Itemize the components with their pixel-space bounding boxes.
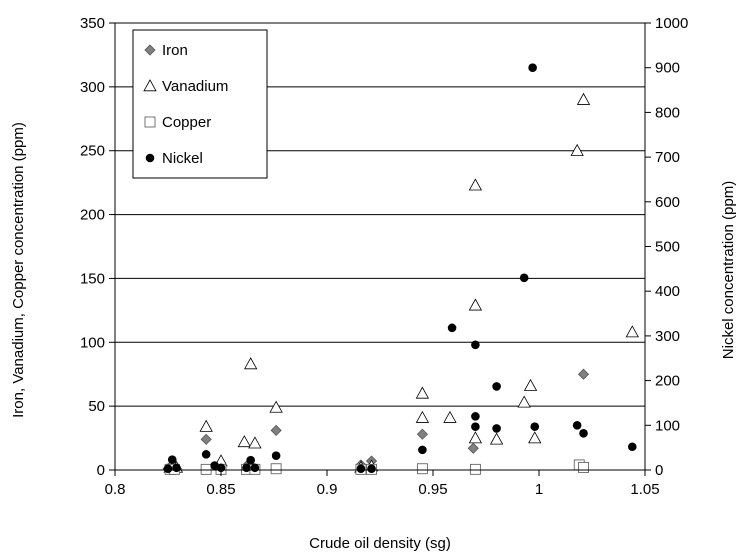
axes bbox=[109, 22, 651, 476]
nickel-point bbox=[172, 463, 181, 473]
nickel-point bbox=[528, 63, 537, 72]
legend-marker-copper bbox=[144, 116, 156, 128]
y-right-tick-label: 400 bbox=[655, 283, 680, 300]
copper-point bbox=[416, 463, 428, 475]
y-left-tick-label: 350 bbox=[80, 15, 105, 32]
x-tick-label: 0.85 bbox=[206, 481, 235, 498]
legend-marker-iron bbox=[144, 44, 156, 56]
x-tick-label: 1.05 bbox=[630, 481, 659, 498]
y-right-tick-label: 800 bbox=[655, 104, 680, 121]
y-left-tick-label: 200 bbox=[80, 207, 105, 224]
x-tick-label: 0.95 bbox=[418, 481, 447, 498]
copper-point bbox=[469, 463, 481, 475]
y-axis-left-label: Iron, Vanadium, Copper concentration (pp… bbox=[10, 122, 27, 418]
y-left-tick-label: 0 bbox=[97, 462, 105, 479]
nickel-point bbox=[492, 424, 501, 433]
nickel-point bbox=[367, 464, 376, 473]
nickel-point bbox=[519, 273, 529, 283]
copper-point bbox=[200, 463, 212, 475]
y-right-tick-label: 100 bbox=[655, 417, 680, 434]
nickel-point bbox=[167, 455, 177, 465]
legend: Iron Vanadium Copper Nickel bbox=[132, 29, 268, 179]
y-right-tick-label: 600 bbox=[655, 194, 680, 211]
y-left-tick-label: 250 bbox=[80, 143, 105, 160]
vanadium-point bbox=[269, 400, 283, 413]
legend-marker-vanadium bbox=[143, 79, 157, 92]
x-tick-label: 0.8 bbox=[105, 481, 126, 498]
nickel-point bbox=[447, 323, 457, 333]
nickel-point bbox=[418, 445, 427, 455]
vanadium-point bbox=[468, 298, 483, 311]
iron-point bbox=[416, 428, 428, 440]
nickel-point bbox=[271, 451, 281, 460]
x-tick-label: 0.9 bbox=[317, 481, 338, 498]
y-right-tick-label: 500 bbox=[655, 239, 680, 256]
y-right-tick-label: 900 bbox=[655, 60, 680, 77]
nickel-point bbox=[579, 429, 588, 438]
vanadium-point bbox=[468, 178, 483, 191]
vanadium-point bbox=[415, 386, 430, 399]
x-tick-label: 1 bbox=[535, 481, 543, 498]
y-left-tick-label: 50 bbox=[88, 398, 105, 415]
nickel-point bbox=[471, 340, 480, 350]
vanadium-point bbox=[489, 432, 504, 445]
nickel-point bbox=[250, 463, 260, 473]
nickel-point bbox=[471, 422, 480, 431]
nickel-point bbox=[246, 455, 255, 465]
legend-label-nickel: Nickel bbox=[162, 150, 203, 167]
legend-label-vanadium: Vanadium bbox=[162, 78, 228, 95]
copper-point bbox=[578, 461, 589, 473]
vanadium-point bbox=[570, 143, 584, 156]
nickel-point bbox=[572, 421, 582, 430]
vanadium-point bbox=[248, 436, 262, 449]
legend-label-iron: Iron bbox=[162, 42, 188, 59]
x-axis-label: Crude oil density (sg) bbox=[309, 535, 451, 552]
iron-point bbox=[577, 368, 590, 380]
vanadium-point bbox=[468, 431, 483, 444]
nickel-point bbox=[627, 442, 637, 452]
nickel-point bbox=[356, 464, 366, 473]
y-left-tick-label: 150 bbox=[80, 270, 105, 287]
vanadium-point bbox=[517, 395, 531, 408]
nickel-point bbox=[201, 450, 211, 459]
vanadium-point bbox=[528, 431, 542, 444]
nickel-point bbox=[492, 382, 501, 391]
vanadium-point bbox=[576, 92, 591, 105]
nickel-point bbox=[163, 464, 173, 473]
y-right-tick-label: 300 bbox=[655, 328, 680, 345]
y-left-tick-label: 100 bbox=[80, 334, 105, 351]
y-right-tick-label: 1000 bbox=[655, 15, 688, 32]
iron-point bbox=[200, 433, 212, 445]
legend-box bbox=[132, 29, 268, 179]
vanadium-point bbox=[523, 378, 538, 391]
vanadium-point bbox=[443, 410, 457, 423]
copper-point bbox=[270, 463, 282, 475]
vanadium-point bbox=[415, 410, 430, 423]
vanadium-point bbox=[244, 357, 258, 370]
y-right-tick-label: 200 bbox=[655, 373, 680, 390]
iron-point bbox=[467, 442, 479, 454]
legend-label-copper: Copper bbox=[162, 114, 211, 131]
legend-marker-nickel bbox=[145, 153, 155, 163]
y-right-tick-label: 700 bbox=[655, 149, 680, 166]
vanadium-point bbox=[199, 419, 213, 432]
iron-point bbox=[270, 424, 282, 436]
vanadium-point bbox=[237, 435, 251, 448]
nickel-point bbox=[530, 422, 540, 431]
y-left-tick-label: 300 bbox=[80, 79, 105, 96]
nickel-point bbox=[242, 463, 251, 473]
y-axis-right-label: Nickel concentration (ppm) bbox=[720, 181, 737, 359]
vanadium-point bbox=[625, 325, 639, 338]
nickel-point bbox=[471, 412, 480, 421]
tick-labels: 0.8 0.85 0.9 0.95 1 1.05 0 50 100 150 200 250 300 350… bbox=[80, 15, 688, 498]
y-right-tick-label: 0 bbox=[655, 462, 663, 479]
